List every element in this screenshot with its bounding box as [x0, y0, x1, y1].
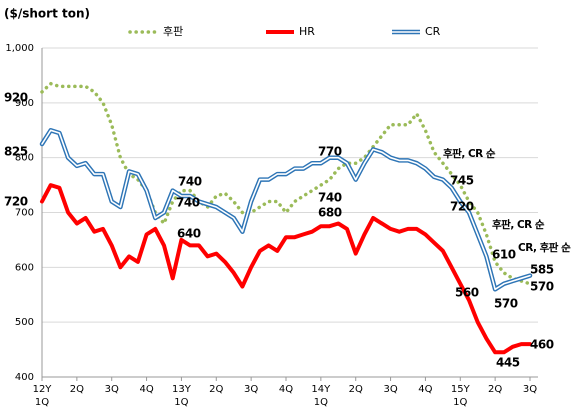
legend-label: 후판 [163, 25, 183, 38]
annotation: 740 [176, 196, 200, 210]
annotation: 825 [4, 145, 28, 159]
x-tick-label: 4Q [139, 384, 153, 395]
annotation: 570 [494, 297, 518, 311]
x-tick-label: 4Q [279, 384, 293, 395]
annotation: 920 [4, 91, 28, 105]
series-line-inner [41, 129, 531, 291]
x-tick-label: 2Q [488, 384, 502, 395]
annotation: 570 [530, 280, 554, 294]
annotation: 740 [318, 191, 342, 205]
x-year-label: 15Y [451, 384, 471, 395]
chart-title: ($/short ton) [4, 7, 90, 21]
y-tick-label: 700 [15, 208, 34, 219]
annotation: 770 [318, 145, 342, 159]
annotation: 610 [492, 248, 516, 262]
x-tick-label: 1Q [453, 397, 467, 408]
annotation: 460 [530, 338, 554, 352]
annotation: 680 [318, 206, 342, 220]
x-tick-label: 2Q [349, 384, 363, 395]
legend-label: HR [299, 25, 315, 38]
x-tick-label: 1Q [314, 397, 328, 408]
y-tick-label: 900 [15, 98, 34, 109]
annotation: 720 [4, 195, 28, 209]
legend-label: CR [425, 25, 441, 38]
y-tick-label: 500 [15, 317, 34, 328]
x-year-label: 13Y [172, 384, 192, 395]
annotation: 후판, CR 순 [443, 147, 496, 160]
x-year-label: 12Y [33, 384, 53, 395]
y-tick-label: 600 [15, 262, 34, 273]
y-tick-label: 800 [15, 153, 34, 164]
y-tick-label: 1,000 [5, 43, 34, 54]
annotation: 445 [496, 356, 520, 370]
annotation: 585 [530, 263, 554, 277]
x-tick-label: 3Q [523, 384, 537, 395]
x-tick-label: 2Q [209, 384, 223, 395]
x-tick-label: 4Q [418, 384, 432, 395]
annotation: CR, 후판 순 [518, 241, 571, 254]
x-tick-label: 1Q [35, 397, 49, 408]
annotation: 720 [450, 200, 474, 214]
annotation: 후판, CR 순 [492, 218, 545, 231]
x-tick-label: 3Q [244, 384, 258, 395]
x-tick-label: 3Q [105, 384, 119, 395]
x-year-label: 14Y [311, 384, 331, 395]
series-line [40, 81, 532, 286]
x-tick-label: 2Q [70, 384, 84, 395]
y-tick-label: 400 [15, 372, 34, 383]
annotation: 560 [455, 286, 479, 300]
x-tick-label: 3Q [383, 384, 397, 395]
annotation: 740 [178, 175, 202, 189]
series-line [40, 183, 532, 355]
x-tick-label: 1Q [174, 397, 188, 408]
annotation: 640 [177, 227, 201, 241]
annotation: 745 [450, 174, 474, 188]
